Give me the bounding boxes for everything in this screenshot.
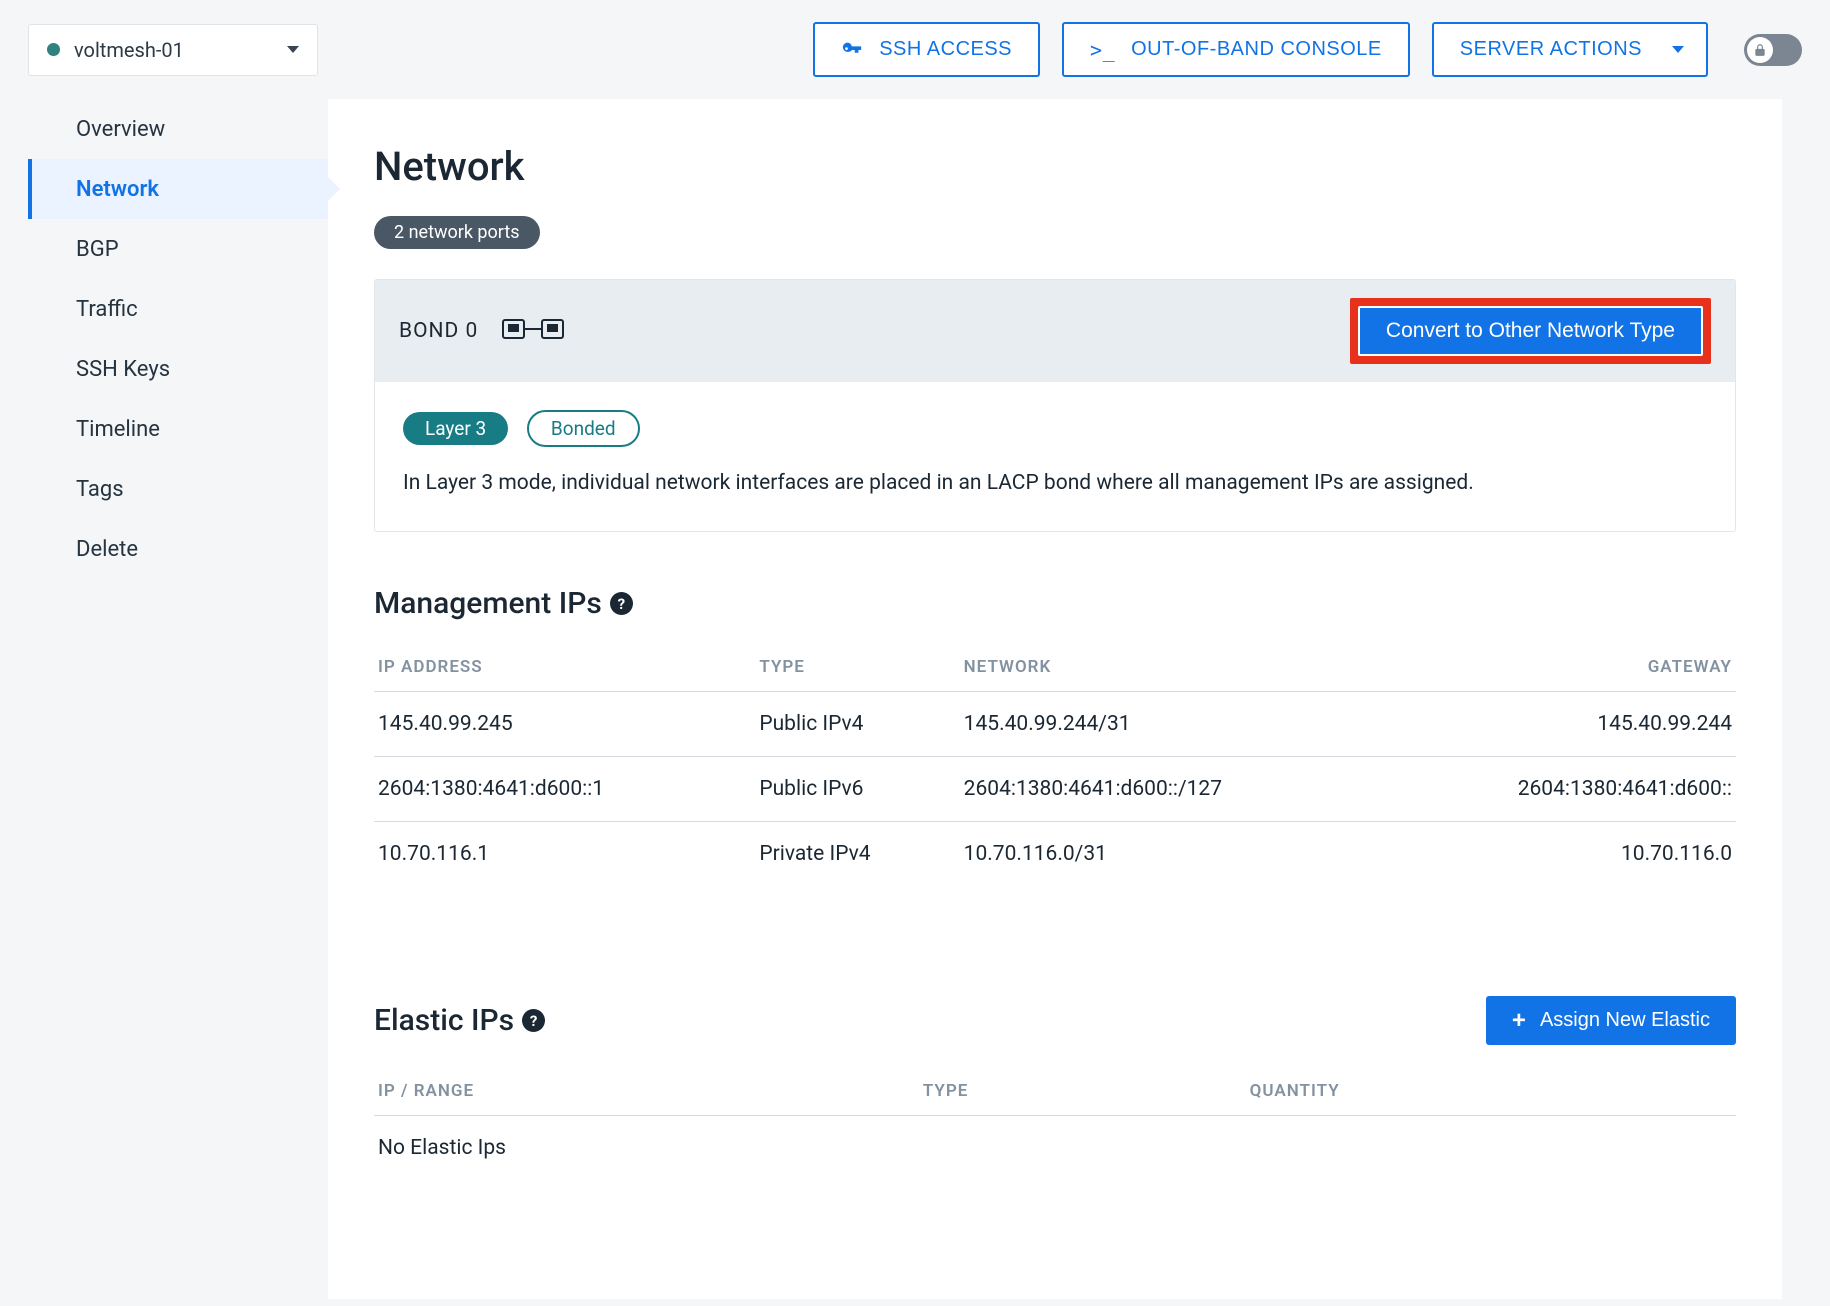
col-quantity: QUANTITY bbox=[1246, 1067, 1736, 1116]
page-title: Network bbox=[374, 143, 1736, 190]
sidebar-item-overview[interactable]: Overview bbox=[28, 99, 328, 159]
col-type: TYPE bbox=[755, 643, 959, 692]
cell-network: 145.40.99.244/31 bbox=[960, 692, 1437, 757]
bond-description: In Layer 3 mode, individual network inte… bbox=[403, 471, 1707, 495]
console-button[interactable]: >_ OUT-OF-BAND CONSOLE bbox=[1062, 22, 1410, 77]
management-ips-heading: Management IPs ? bbox=[374, 586, 633, 621]
cell-gateway: 145.40.99.244 bbox=[1436, 692, 1736, 757]
cell-ip: 10.70.116.1 bbox=[374, 822, 755, 887]
elastic-ips-title: Elastic IPs bbox=[374, 1003, 514, 1038]
server-selector[interactable]: voltmesh-01 bbox=[28, 24, 318, 76]
col-range: IP / RANGE bbox=[374, 1067, 919, 1116]
cell-type: Private IPv4 bbox=[755, 822, 959, 887]
col-ip: IP ADDRESS bbox=[374, 643, 755, 692]
chevron-down-icon bbox=[1672, 46, 1684, 53]
management-ips-table: IP ADDRESS TYPE NETWORK GATEWAY 145.40.9… bbox=[374, 643, 1736, 886]
sidebar-item-delete[interactable]: Delete bbox=[28, 519, 328, 579]
bond-ports-icon bbox=[502, 315, 564, 348]
chevron-down-icon bbox=[287, 46, 299, 53]
ssh-access-button[interactable]: SSH ACCESS bbox=[813, 22, 1040, 77]
elastic-empty-text: No Elastic Ips bbox=[374, 1116, 1736, 1181]
elastic-ips-table: IP / RANGE TYPE QUANTITY No Elastic Ips bbox=[374, 1067, 1736, 1180]
mode-chip: Layer 3 bbox=[403, 412, 508, 445]
help-icon[interactable]: ? bbox=[522, 1009, 545, 1032]
management-ips-title: Management IPs bbox=[374, 586, 602, 621]
sidebar-item-tags[interactable]: Tags bbox=[28, 459, 328, 519]
sidebar-item-ssh-keys[interactable]: SSH Keys bbox=[28, 339, 328, 399]
sidebar-item-timeline[interactable]: Timeline bbox=[28, 399, 328, 459]
cell-gateway: 10.70.116.0 bbox=[1436, 822, 1736, 887]
bonded-chip: Bonded bbox=[527, 410, 640, 447]
sidebar-item-traffic[interactable]: Traffic bbox=[28, 279, 328, 339]
bond-name: BOND 0 bbox=[399, 319, 478, 343]
bond-body: Layer 3 Bonded In Layer 3 mode, individu… bbox=[375, 382, 1735, 531]
sidebar-item-network[interactable]: Network bbox=[28, 159, 328, 219]
top-bar: voltmesh-01 SSH ACCESS >_ OUT-OF-BAND CO… bbox=[0, 0, 1830, 99]
cell-type: Public IPv6 bbox=[755, 757, 959, 822]
table-row: 2604:1380:4641:d600::1Public IPv62604:13… bbox=[374, 757, 1736, 822]
cell-ip: 2604:1380:4641:d600::1 bbox=[374, 757, 755, 822]
assign-elastic-label: Assign New Elastic bbox=[1540, 1009, 1710, 1032]
convert-highlight: Convert to Other Network Type bbox=[1350, 298, 1711, 364]
sidebar-item-bgp[interactable]: BGP bbox=[28, 219, 328, 279]
table-row: 10.70.116.1Private IPv410.70.116.0/3110.… bbox=[374, 822, 1736, 887]
cell-type: Public IPv4 bbox=[755, 692, 959, 757]
table-row: 145.40.99.245Public IPv4145.40.99.244/31… bbox=[374, 692, 1736, 757]
cell-network: 2604:1380:4641:d600::/127 bbox=[960, 757, 1437, 822]
server-actions-button[interactable]: SERVER ACTIONS bbox=[1432, 22, 1708, 77]
col-gateway: GATEWAY bbox=[1436, 643, 1736, 692]
ssh-access-label: SSH ACCESS bbox=[879, 38, 1012, 61]
server-name: voltmesh-01 bbox=[74, 38, 267, 62]
convert-network-type-button[interactable]: Convert to Other Network Type bbox=[1358, 306, 1703, 356]
col-type: TYPE bbox=[919, 1067, 1246, 1116]
key-icon bbox=[841, 39, 863, 61]
ports-count-pill: 2 network ports bbox=[374, 216, 540, 249]
lock-toggle-knob bbox=[1747, 37, 1773, 63]
lock-toggle[interactable] bbox=[1744, 34, 1802, 66]
elastic-ips-heading: Elastic IPs ? bbox=[374, 1003, 545, 1038]
bond-card: BOND 0 Convert to Other Network Type bbox=[374, 279, 1736, 532]
console-label: OUT-OF-BAND CONSOLE bbox=[1131, 38, 1382, 61]
assign-elastic-button[interactable]: + Assign New Elastic bbox=[1486, 996, 1736, 1045]
cell-gateway: 2604:1380:4641:d600:: bbox=[1436, 757, 1736, 822]
elastic-empty-row: No Elastic Ips bbox=[374, 1116, 1736, 1181]
sidebar: OverviewNetworkBGPTrafficSSH KeysTimelin… bbox=[28, 99, 328, 579]
cell-network: 10.70.116.0/31 bbox=[960, 822, 1437, 887]
bond-header: BOND 0 Convert to Other Network Type bbox=[375, 280, 1735, 382]
terminal-prompt-icon: >_ bbox=[1090, 38, 1115, 62]
col-network: NETWORK bbox=[960, 643, 1437, 692]
help-icon[interactable]: ? bbox=[610, 592, 633, 615]
lock-icon bbox=[1753, 43, 1767, 57]
server-actions-label: SERVER ACTIONS bbox=[1460, 38, 1642, 61]
main-content: Network 2 network ports BOND 0 Conver bbox=[328, 99, 1782, 1299]
status-dot-icon bbox=[47, 43, 60, 56]
cell-ip: 145.40.99.245 bbox=[374, 692, 755, 757]
